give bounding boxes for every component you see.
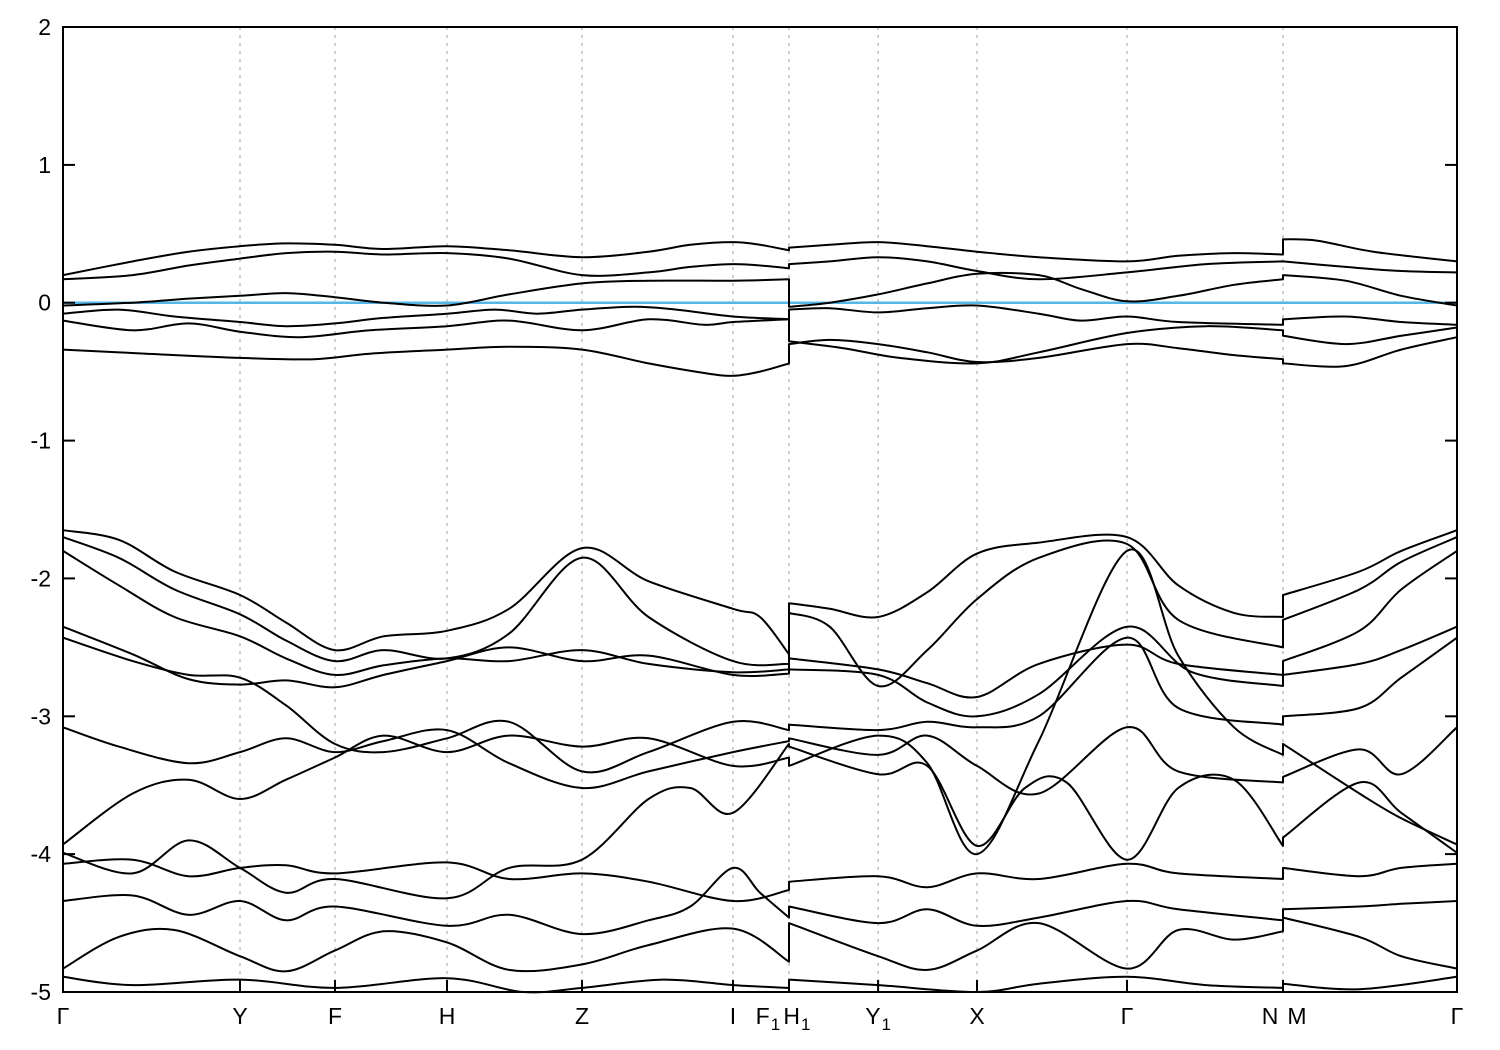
band-line-band-14: [62, 318, 1458, 365]
x-tick-label: M: [1287, 1003, 1306, 1029]
x-tick-label: Y: [232, 1003, 247, 1029]
band-line-band-02: [62, 916, 1458, 973]
plot-border: [62, 26, 1458, 993]
band-line-band-06: [62, 548, 1458, 856]
band-line-band-05: [62, 742, 1458, 900]
y-tick-label: -1: [31, 428, 51, 454]
x-tick-label: Γ: [1451, 1003, 1464, 1029]
band-line-band-10: [62, 549, 1458, 699]
band-line-band-17: [62, 250, 1458, 281]
band-line-band-07: [62, 726, 1458, 796]
y-tick-label: -4: [31, 841, 52, 867]
band-line-band-18: [62, 238, 1458, 277]
x-tick-label: H1: [783, 1003, 810, 1034]
x-tick-label: F1: [756, 1003, 781, 1034]
x-tick-label: Γ: [57, 1003, 70, 1029]
x-tick-label: I: [730, 1003, 736, 1029]
band-line-band-15: [62, 304, 1458, 328]
y-tick-label: -2: [31, 565, 51, 591]
x-tick-label: Z: [575, 1003, 589, 1029]
x-tick-label: N: [1262, 1003, 1279, 1029]
band-line-band-03: [62, 866, 1458, 936]
x-tick-label: X: [969, 1003, 984, 1029]
y-tick-label: 2: [38, 14, 51, 40]
x-tick-label: H: [439, 1003, 456, 1029]
y-tick-label: 1: [38, 152, 51, 178]
y-tick-label: -3: [31, 703, 51, 729]
x-tick-label: Γ: [1121, 1003, 1134, 1029]
band-line-band-11: [62, 536, 1458, 688]
band-line-band-13: [62, 336, 1458, 377]
band-line-band-04: [62, 858, 1458, 903]
band-line-band-12: [62, 529, 1458, 656]
x-tick-label: F: [328, 1003, 342, 1029]
band-line-band-08: [62, 636, 1458, 774]
x-tick-label: Y1: [865, 1003, 891, 1034]
y-tick-label: 0: [38, 290, 51, 316]
y-tick-label: -5: [31, 979, 51, 1005]
band-line-band-09: [62, 625, 1458, 718]
band-line-band-01: [62, 975, 1458, 994]
band-line-band-16: [62, 271, 1458, 308]
